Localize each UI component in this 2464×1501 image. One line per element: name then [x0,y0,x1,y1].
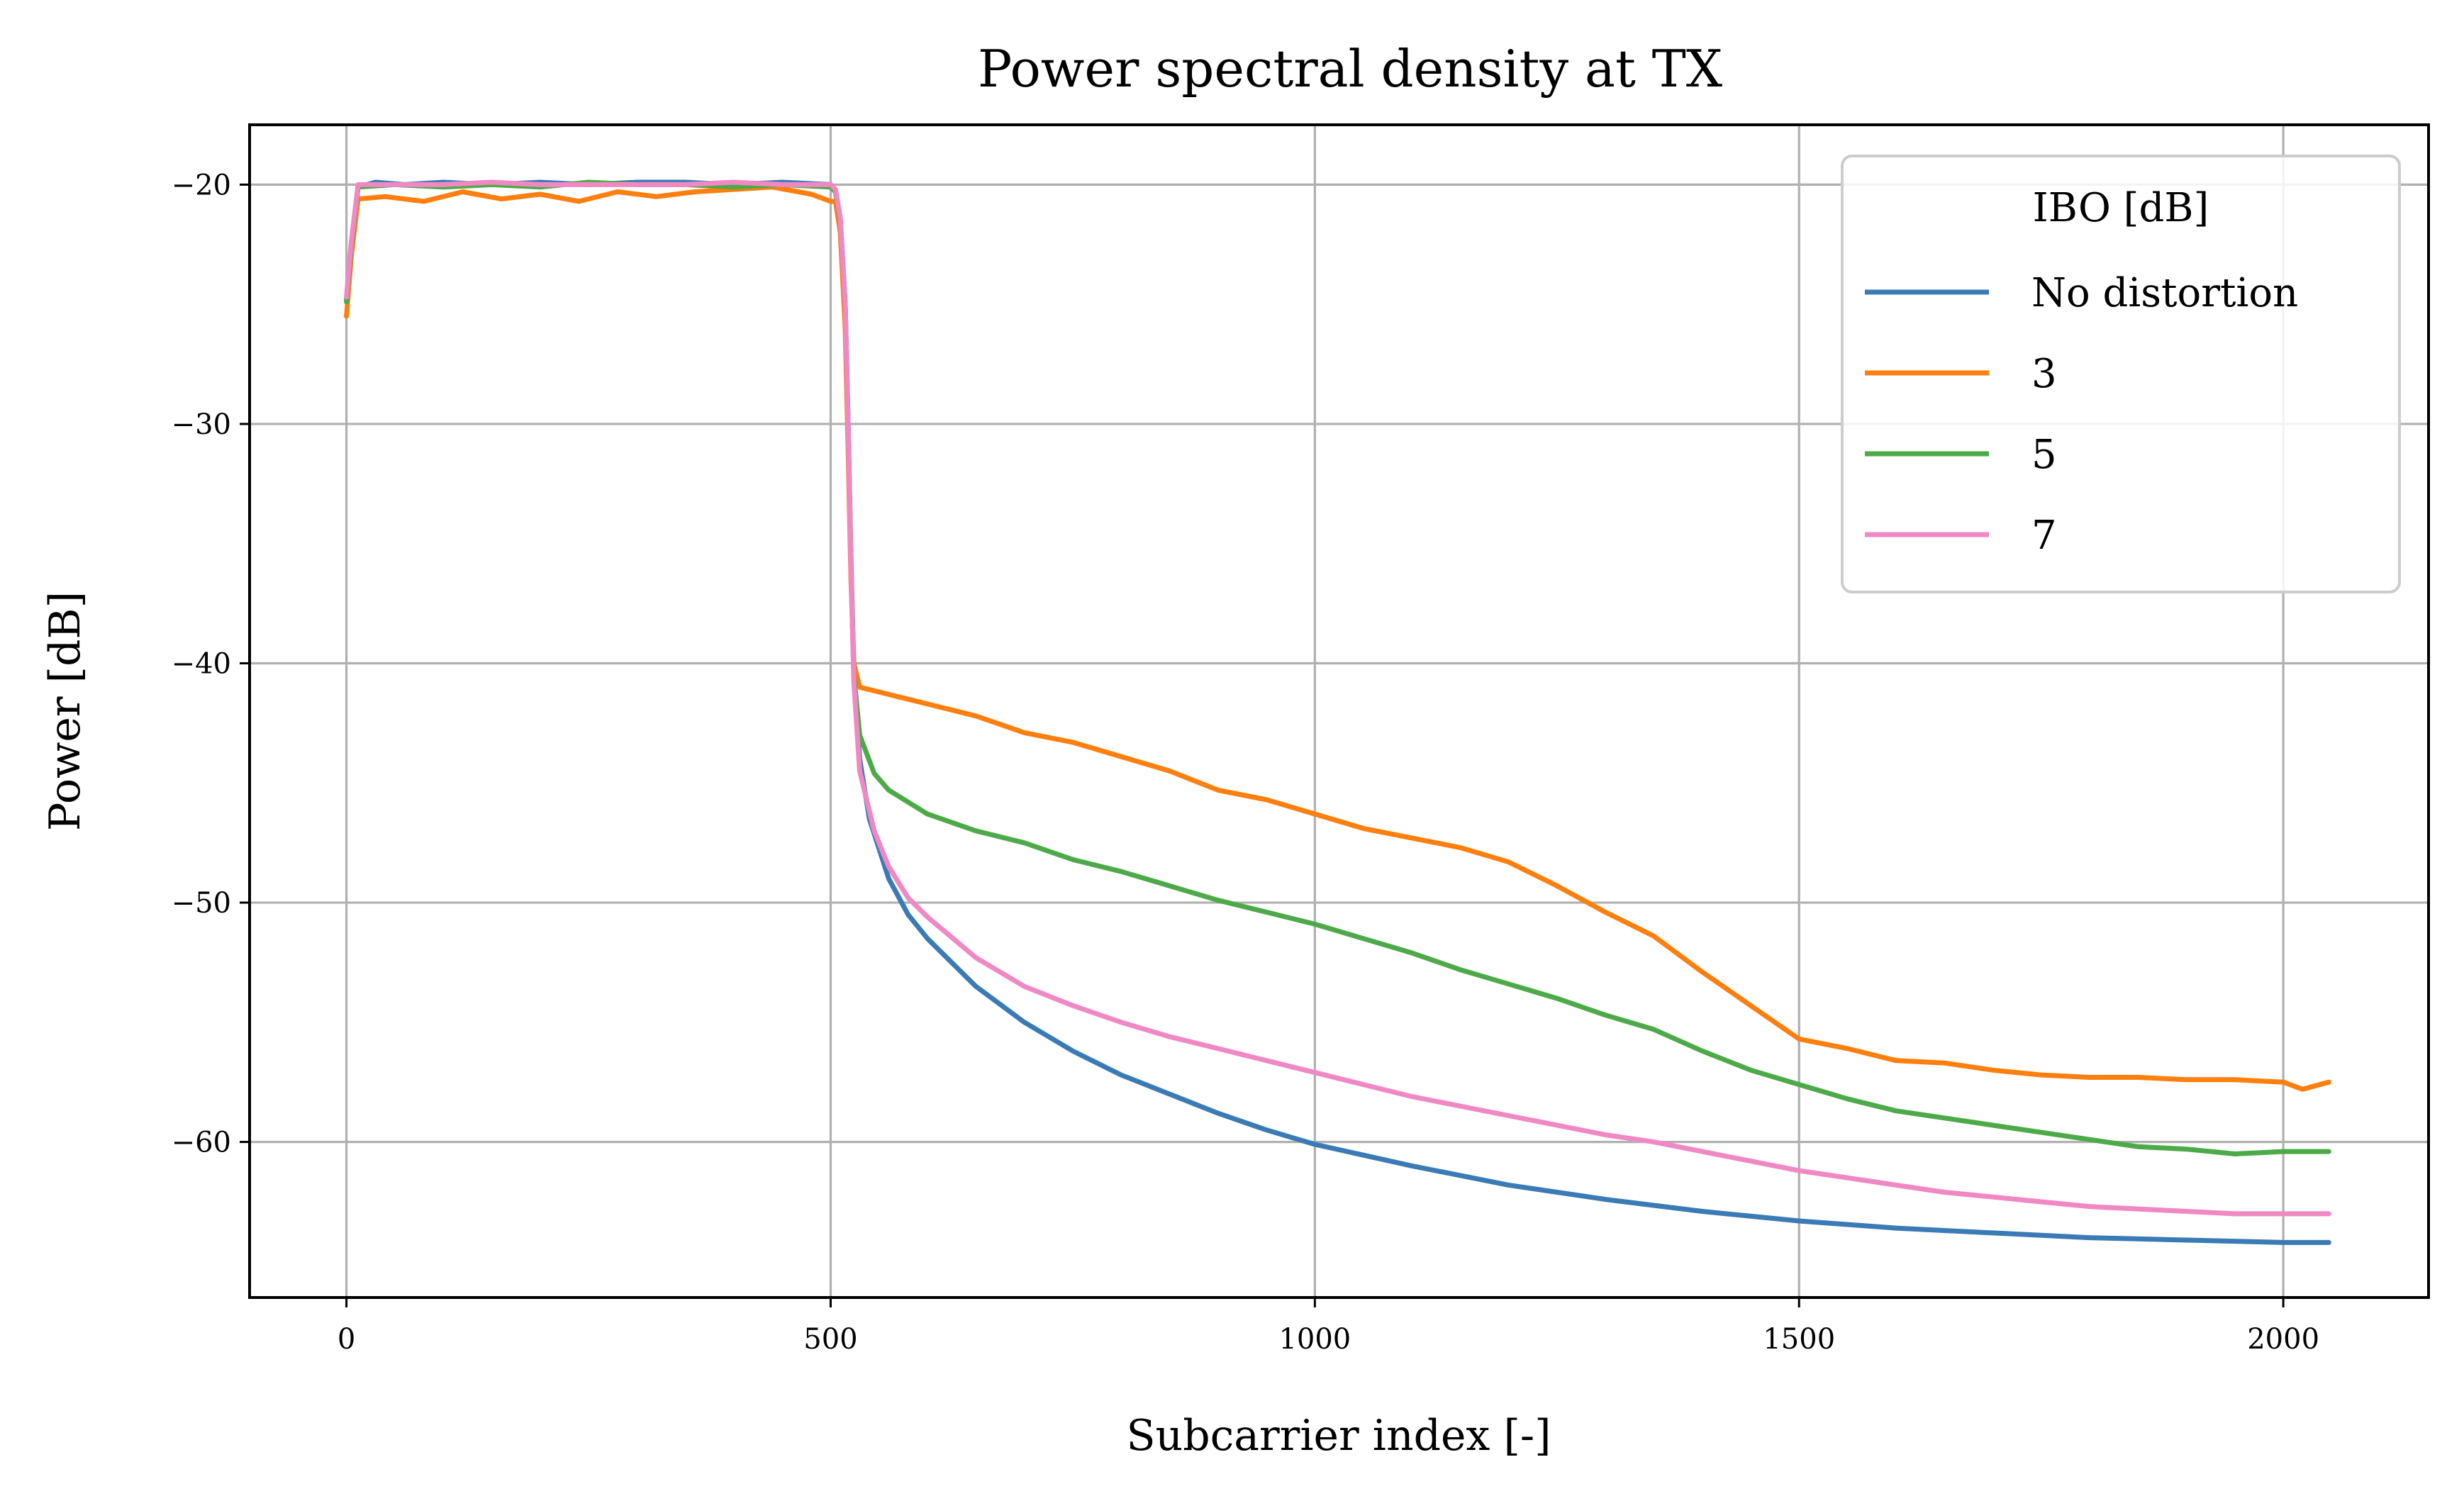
legend-entries: No distortion 3 5 7 [1865,270,2298,559]
x-ticks: 0 500 1000 1500 2000 [338,1298,2319,1356]
x-tick-label: 2000 [2247,1323,2319,1356]
x-tick-label: 500 [803,1323,857,1356]
x-axis-title: Subcarrier index [-] [1126,1411,1551,1461]
y-tick-label: −50 [172,887,231,920]
plot-frame [248,123,2430,1299]
series-line-7 [344,179,2331,1217]
legend-label: No distortion [2031,270,2298,316]
y-axis-title: Power [dB] [40,591,90,831]
legend-label: 3 [2031,351,2057,397]
series-line-3 [344,184,2331,1092]
legend-label: 5 [2031,432,2057,478]
x-tick-label: 1500 [1763,1323,1835,1356]
y-tick-label: −30 [172,408,231,441]
legend-title: IBO [dB] [2033,185,2209,231]
legend-box [1841,155,2401,593]
chart-title: Power spectral density at TX [978,39,1722,99]
legend: IBO [dB] No distortion 3 5 7 [1841,155,2401,593]
y-tick-label: −60 [172,1127,231,1159]
y-tick-label: −40 [172,647,231,680]
y-tick-label: −20 [172,169,231,201]
series-layer [344,179,2331,1245]
x-tick-label: 1000 [1278,1323,1351,1356]
x-tick-label: 0 [338,1323,355,1356]
y-ticks: −20 −30 −40 −50 −60 [172,169,250,1159]
legend-label: 7 [2031,513,2057,559]
